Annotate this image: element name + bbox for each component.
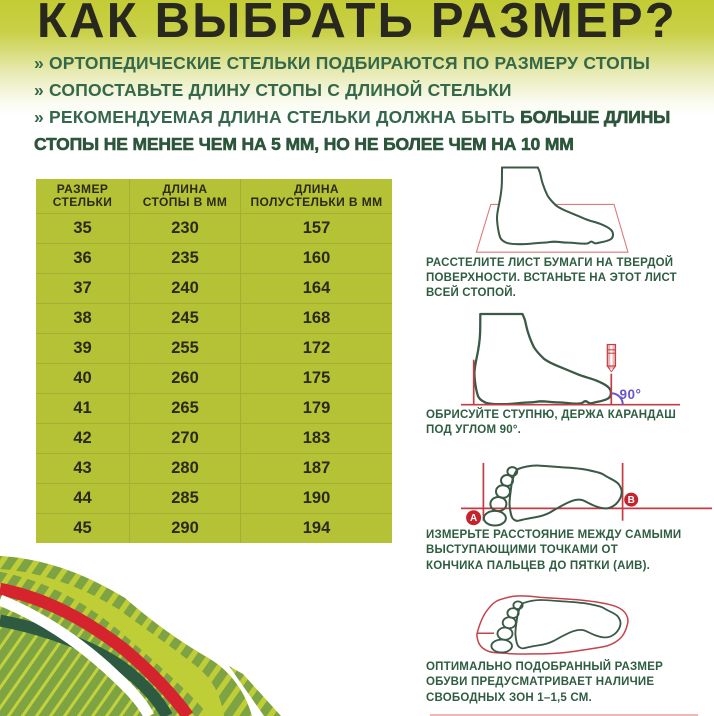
svg-text:90°: 90° bbox=[620, 387, 642, 402]
svg-text:B: B bbox=[628, 495, 635, 506]
svg-text:A: A bbox=[470, 513, 477, 524]
